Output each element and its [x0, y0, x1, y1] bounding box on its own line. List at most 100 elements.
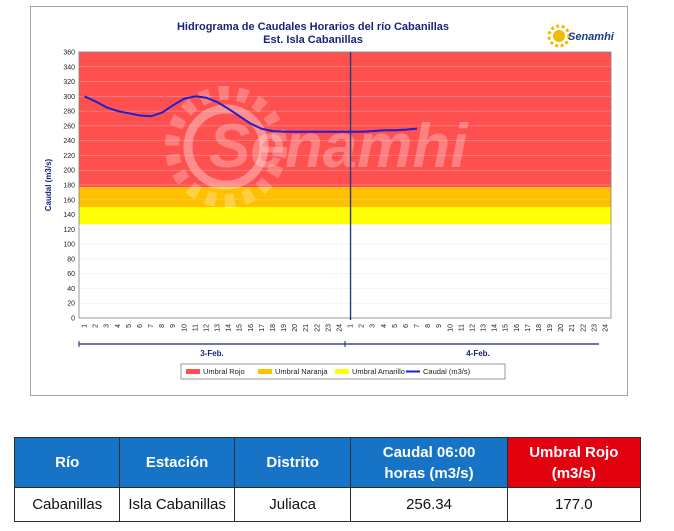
x-tick-label-43: 20 — [558, 324, 565, 332]
y-tick-label-15: 300 — [63, 94, 75, 101]
y-tick-label-18: 360 — [63, 50, 75, 57]
plot-border — [78, 51, 612, 319]
x-tick-label-3: 4 — [115, 324, 122, 328]
legend-swatch-2 — [335, 369, 349, 374]
x-tick-label-19: 20 — [292, 324, 299, 332]
y-tick-label-5: 100 — [63, 242, 75, 249]
header-distrito: Distrito — [233, 437, 352, 488]
header-umbral-rojo: Umbral Rojo (m3/s) — [506, 437, 642, 488]
legend-label-2: Umbral Amarillo — [352, 367, 405, 376]
senamhi-logo: Senamhi — [547, 24, 615, 48]
chart-subtitle: Est. Isla Cabanillas — [263, 34, 363, 46]
x-tick-label-14: 15 — [237, 324, 244, 332]
x-tick-label-11: 12 — [203, 324, 210, 332]
x-tick-label-35: 12 — [469, 324, 476, 332]
x-tick-label-37: 14 — [492, 324, 499, 332]
legend-label-1: Umbral Naranja — [275, 367, 328, 376]
table-row: Cabanillas Isla Cabanillas Juliaca 256.3… — [13, 487, 642, 522]
x-tick-label-29: 6 — [403, 324, 410, 328]
x-tick-label-20: 21 — [303, 324, 310, 332]
x-tick-label-23: 24 — [336, 324, 343, 332]
x-tick-label-13: 14 — [226, 324, 233, 332]
x-tick-label-7: 8 — [159, 324, 166, 328]
x-tick-label-44: 21 — [569, 324, 576, 332]
y-tick-label-11: 220 — [63, 153, 75, 160]
x-tick-label-21: 22 — [314, 324, 321, 332]
axis-ticks: 0204060801001201401601802002202402602803… — [63, 50, 609, 332]
x-tick-label-8: 9 — [170, 324, 177, 328]
x-tick-label-39: 16 — [514, 324, 521, 332]
x-tick-label-31: 8 — [425, 324, 432, 328]
x-tick-label-32: 9 — [436, 324, 443, 328]
legend: Umbral Rojo Umbral Naranja Umbral Amarillo… — [180, 363, 506, 380]
plot-area: Senamhi — [78, 51, 612, 320]
y-tick-label-9: 180 — [63, 183, 75, 190]
y-tick-label-14: 280 — [63, 109, 75, 116]
day-axis: 3-Feb. 4-Feb. — [78, 341, 599, 358]
y-tick-label-1: 20 — [67, 301, 75, 308]
cell-caudal: 256.34 — [350, 487, 508, 522]
hydrograph-chart: Hidrograma de Caudales Horarios del río … — [30, 6, 628, 396]
threshold-band-1 — [79, 187, 611, 208]
x-tick-label-22: 23 — [325, 324, 332, 332]
x-tick-label-47: 24 — [602, 324, 609, 332]
x-tick-label-27: 4 — [381, 324, 388, 328]
y-tick-label-2: 40 — [67, 286, 75, 293]
x-tick-label-41: 18 — [536, 324, 543, 332]
x-tick-label-26: 3 — [370, 324, 377, 328]
y-tick-label-6: 120 — [63, 227, 75, 234]
x-tick-label-2: 3 — [104, 324, 111, 328]
y-tick-label-3: 60 — [67, 271, 75, 278]
x-tick-label-9: 10 — [181, 324, 188, 332]
x-tick-label-30: 7 — [414, 324, 421, 328]
threshold-band-2 — [79, 207, 611, 225]
x-tick-label-16: 17 — [259, 324, 266, 332]
x-tick-label-45: 22 — [580, 324, 587, 332]
sun-icon — [547, 24, 571, 48]
x-tick-label-24: 1 — [348, 324, 355, 328]
x-tick-label-34: 11 — [458, 324, 465, 331]
x-tick-label-10: 11 — [192, 324, 199, 331]
header-caudal: Caudal 06:00 horas (m3/s) — [350, 437, 508, 488]
x-tick-label-36: 13 — [481, 324, 488, 332]
x-tick-label-25: 2 — [359, 324, 366, 328]
x-tick-label-17: 18 — [270, 324, 277, 332]
legend-label-3: Caudal (m3/s) — [423, 367, 471, 376]
y-tick-label-8: 160 — [63, 197, 75, 204]
table-header-row: Río Estación Distrito Caudal 06:00 horas… — [13, 437, 642, 488]
y-tick-label-13: 260 — [63, 123, 75, 130]
y-tick-label-7: 140 — [63, 212, 75, 219]
x-tick-label-1: 2 — [93, 324, 100, 328]
y-axis-label: Caudal (m3/s) — [44, 158, 53, 211]
logo-text: Senamhi — [568, 31, 615, 43]
station-table: Río Estación Distrito Caudal 06:00 horas… — [13, 437, 642, 522]
x-tick-label-15: 16 — [248, 324, 255, 332]
series-line-0 — [84, 95, 418, 133]
y-tick-label-0: 0 — [71, 316, 75, 323]
x-tick-label-46: 23 — [591, 324, 598, 332]
y-tick-label-4: 80 — [67, 256, 75, 263]
header-caudal-line1: Caudal 06:00 — [382, 443, 476, 461]
header-caudal-line2: horas (m3/s) — [384, 464, 474, 482]
chart-svg: Hidrograma de Caudales Horarios del río … — [44, 21, 615, 380]
x-tick-label-5: 6 — [137, 324, 144, 328]
x-tick-label-40: 17 — [525, 324, 532, 332]
cell-rio: Cabanillas — [13, 487, 121, 522]
x-tick-label-38: 15 — [503, 324, 510, 332]
x-tick-label-4: 5 — [126, 324, 133, 328]
y-tick-label-12: 240 — [63, 138, 75, 145]
x-tick-label-42: 19 — [547, 324, 554, 332]
y-tick-label-16: 320 — [63, 79, 75, 86]
header-distrito-label: Distrito — [266, 454, 319, 471]
y-tick-label-17: 340 — [63, 64, 75, 71]
chart-title: Hidrograma de Caudales Horarios del río … — [177, 21, 449, 33]
threshold-band-0 — [79, 52, 611, 188]
legend-label-0: Umbral Rojo — [203, 367, 245, 376]
y-tick-label-10: 200 — [63, 168, 75, 175]
day-label-1: 4-Feb. — [466, 349, 490, 358]
header-estacion: Estación — [119, 437, 235, 488]
cell-umbral: 177.0 — [506, 487, 642, 522]
header-umbral-line1: Umbral Rojo — [529, 443, 619, 461]
header-umbral-line2: (m3/s) — [551, 464, 596, 482]
watermark-sun-rays — [165, 86, 287, 208]
